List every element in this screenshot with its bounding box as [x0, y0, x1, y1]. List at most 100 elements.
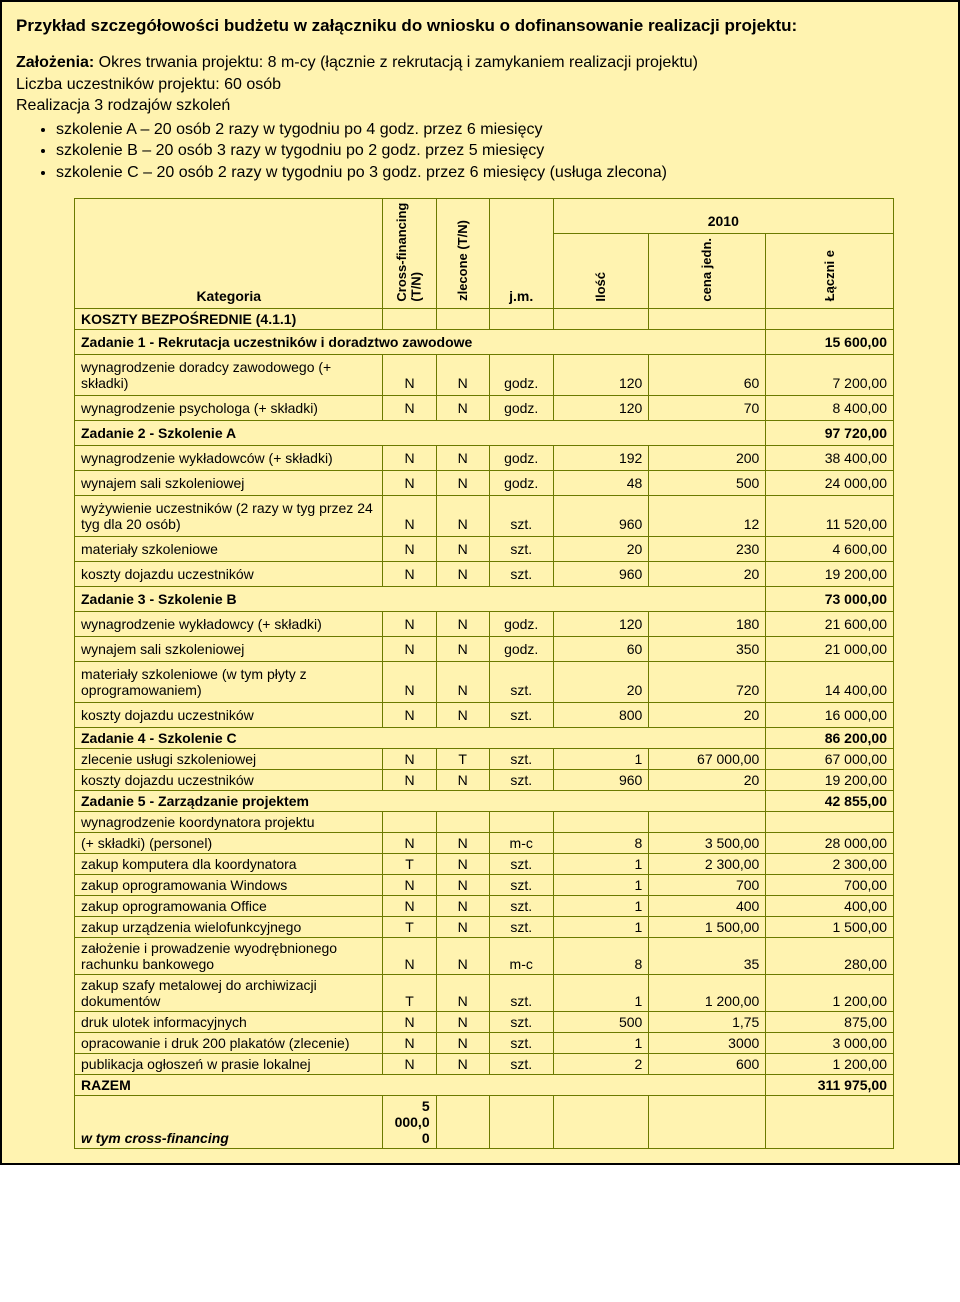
- item-price: 1 500,00: [649, 917, 766, 938]
- col-laczni: Łączni e: [766, 233, 894, 309]
- item-zl: N: [436, 938, 489, 975]
- item-name: publikacja ogłoszeń w prasie lokalnej: [75, 1054, 383, 1075]
- item-name: zakup szafy metalowej do archiwizacji do…: [75, 975, 383, 1012]
- item-jm: godz.: [489, 396, 553, 421]
- item-price: 70: [649, 396, 766, 421]
- item-zl: N: [436, 896, 489, 917]
- item-price: 200: [649, 446, 766, 471]
- item-zl: N: [436, 471, 489, 496]
- item-cf: N: [383, 537, 436, 562]
- item-price: 230: [649, 537, 766, 562]
- budget-table: Kategoria Cross-financing (T/N) zlecone …: [74, 198, 894, 1150]
- koszty-label: KOSZTY BEZPOŚREDNIE (4.1.1): [75, 309, 383, 330]
- section-total: 42 855,00: [766, 791, 894, 812]
- section-row: Zadanie 4 - Szkolenie C86 200,00: [75, 728, 894, 749]
- item-zl: N: [436, 703, 489, 728]
- item-jm: szt.: [489, 1033, 553, 1054]
- item-zl: [436, 812, 489, 833]
- bullet-item: szkolenie C – 20 osób 2 razy w tygodniu …: [56, 162, 944, 184]
- item-qty: 192: [553, 446, 649, 471]
- item-qty: 500: [553, 1012, 649, 1033]
- crossfin-value: 5 000,00: [383, 1096, 436, 1149]
- item-cf: T: [383, 917, 436, 938]
- item-jm: szt.: [489, 770, 553, 791]
- item-price: 3 500,00: [649, 833, 766, 854]
- item-cf: N: [383, 1012, 436, 1033]
- col-year: 2010: [553, 198, 893, 233]
- item-cf: N: [383, 875, 436, 896]
- item-price: 2 300,00: [649, 854, 766, 875]
- item-zl: N: [436, 662, 489, 703]
- item-total: 4 600,00: [766, 537, 894, 562]
- item-zl: N: [436, 496, 489, 537]
- item-zl: N: [436, 917, 489, 938]
- item-qty: 960: [553, 562, 649, 587]
- col-cena: cena jedn.: [649, 233, 766, 309]
- item-name: zakup oprogramowania Office: [75, 896, 383, 917]
- item-zl: N: [436, 875, 489, 896]
- item-name: założenie i prowadzenie wyodrębnionego r…: [75, 938, 383, 975]
- training-bullets: szkolenie A – 20 osób 2 razy w tygodniu …: [16, 119, 944, 184]
- koszty-row: KOSZTY BEZPOŚREDNIE (4.1.1): [75, 309, 894, 330]
- item-price: 400: [649, 896, 766, 917]
- item-name: zakup oprogramowania Windows: [75, 875, 383, 896]
- item-total: 400,00: [766, 896, 894, 917]
- col-ilosc: Ilość: [553, 233, 649, 309]
- assumptions-line1: Okres trwania projektu: 8 m-cy (łącznie …: [94, 54, 698, 71]
- item-jm: szt.: [489, 917, 553, 938]
- table-row: koszty dojazdu uczestnikówNNszt.9602019 …: [75, 770, 894, 791]
- item-price: 20: [649, 562, 766, 587]
- item-name: materiały szkoleniowe (w tym płyty z opr…: [75, 662, 383, 703]
- item-total: 1 200,00: [766, 975, 894, 1012]
- section-row: Zadanie 5 - Zarządzanie projektem42 855,…: [75, 791, 894, 812]
- item-cf: T: [383, 854, 436, 875]
- item-name: zakup urządzenia wielofunkcyjnego: [75, 917, 383, 938]
- table-row: zakup urządzenia wielofunkcyjnegoTNszt.1…: [75, 917, 894, 938]
- item-price: 180: [649, 612, 766, 637]
- item-total: 14 400,00: [766, 662, 894, 703]
- item-zl: N: [436, 975, 489, 1012]
- item-total: [766, 812, 894, 833]
- item-price: 700: [649, 875, 766, 896]
- page-title: Przykład szczegółowości budżetu w załącz…: [16, 16, 944, 36]
- table-header: Kategoria Cross-financing (T/N) zlecone …: [75, 198, 894, 309]
- item-jm: godz.: [489, 471, 553, 496]
- table-row: opracowanie i druk 200 plakatów (zleceni…: [75, 1033, 894, 1054]
- item-cf: N: [383, 833, 436, 854]
- item-name: materiały szkoleniowe: [75, 537, 383, 562]
- item-qty: 1: [553, 854, 649, 875]
- item-zl: N: [436, 537, 489, 562]
- item-qty: 48: [553, 471, 649, 496]
- item-qty: 1: [553, 1033, 649, 1054]
- item-price: 20: [649, 703, 766, 728]
- item-jm: szt.: [489, 1012, 553, 1033]
- item-jm: m-c: [489, 938, 553, 975]
- item-qty: 120: [553, 612, 649, 637]
- table-row: materiały szkolenioweNNszt.202304 600,00: [75, 537, 894, 562]
- item-zl: N: [436, 612, 489, 637]
- item-total: 24 000,00: [766, 471, 894, 496]
- table-body: KOSZTY BEZPOŚREDNIE (4.1.1)Zadanie 1 - R…: [75, 309, 894, 1149]
- item-total: 8 400,00: [766, 396, 894, 421]
- item-total: 1 200,00: [766, 1054, 894, 1075]
- item-price: 20: [649, 770, 766, 791]
- item-cf: N: [383, 1054, 436, 1075]
- item-zl: T: [436, 749, 489, 770]
- section-label: Zadanie 3 - Szkolenie B: [75, 587, 766, 612]
- item-qty: 1: [553, 917, 649, 938]
- item-name: koszty dojazdu uczestników: [75, 703, 383, 728]
- table-row: koszty dojazdu uczestnikówNNszt.8002016 …: [75, 703, 894, 728]
- item-cf: N: [383, 1033, 436, 1054]
- item-jm: szt.: [489, 496, 553, 537]
- item-zl: N: [436, 833, 489, 854]
- table-row: wyżywienie uczestników (2 razy w tyg prz…: [75, 496, 894, 537]
- item-qty: 800: [553, 703, 649, 728]
- item-price: 1,75: [649, 1012, 766, 1033]
- item-total: 21 600,00: [766, 612, 894, 637]
- item-total: 19 200,00: [766, 770, 894, 791]
- item-qty: 960: [553, 496, 649, 537]
- item-qty: 120: [553, 396, 649, 421]
- table-row: (+ składki) (personel)NNm-c83 500,0028 0…: [75, 833, 894, 854]
- item-qty: 20: [553, 537, 649, 562]
- table-row: zakup komputera dla koordynatoraTNszt.12…: [75, 854, 894, 875]
